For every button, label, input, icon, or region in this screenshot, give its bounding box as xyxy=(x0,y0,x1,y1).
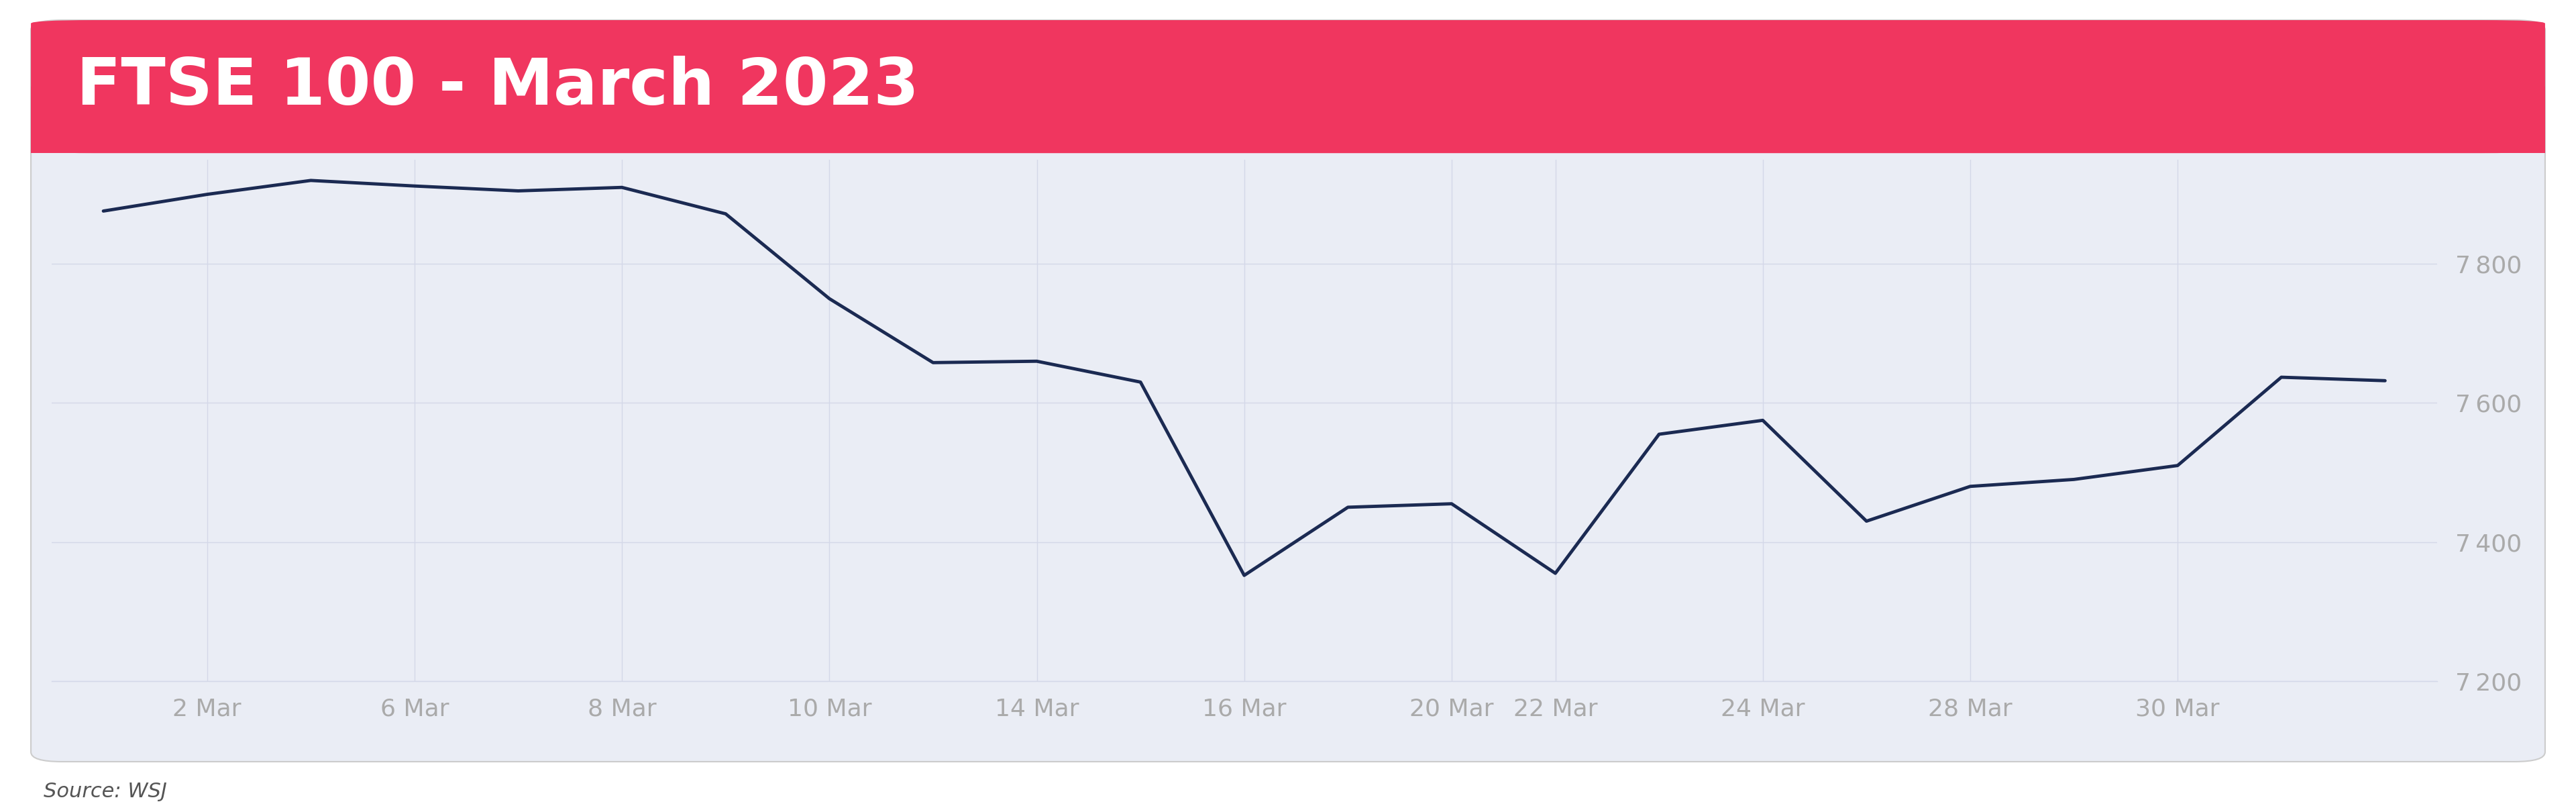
FancyBboxPatch shape xyxy=(31,20,2545,153)
FancyBboxPatch shape xyxy=(31,20,2545,762)
Text: Source: WSJ: Source: WSJ xyxy=(44,782,167,801)
FancyBboxPatch shape xyxy=(31,87,2545,153)
Text: FTSE 100 - March 2023: FTSE 100 - March 2023 xyxy=(77,56,920,118)
